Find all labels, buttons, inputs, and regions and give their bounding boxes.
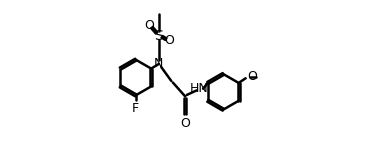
Text: O: O [180, 117, 190, 130]
Text: O: O [247, 70, 257, 83]
Text: HN: HN [190, 82, 209, 95]
Text: F: F [132, 102, 139, 115]
Text: S: S [154, 29, 163, 43]
Text: N: N [154, 58, 164, 70]
Text: O: O [164, 34, 174, 47]
Text: O: O [144, 19, 154, 32]
